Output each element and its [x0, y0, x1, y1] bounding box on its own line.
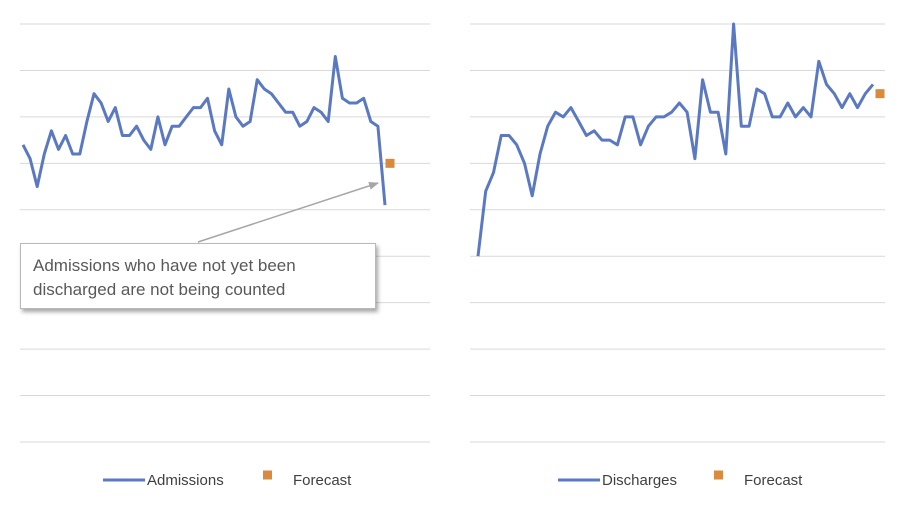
- annotation-line-2: discharged are not being counted: [33, 280, 286, 299]
- forecast-point: [875, 89, 885, 99]
- legend-forecast-swatch: [263, 470, 272, 480]
- legend-label-discharges: Discharges: [602, 472, 677, 489]
- forecast-point: [385, 158, 395, 168]
- legend-label-forecast: Forecast: [744, 472, 803, 489]
- series-line-discharges: [476, 22, 875, 257]
- legend-forecast-swatch: [714, 470, 723, 480]
- series-line-admissions: [21, 55, 387, 206]
- callout-arrow: [197, 182, 379, 243]
- discharges-chart: Discharges Forecast: [470, 22, 885, 489]
- annotation-callout: Admissions who have not yet been dischar…: [20, 243, 376, 309]
- legend-label-admissions: Admissions: [147, 472, 224, 489]
- legend-label-forecast: Forecast: [293, 472, 352, 489]
- annotation-line-1: Admissions who have not yet been: [33, 256, 296, 275]
